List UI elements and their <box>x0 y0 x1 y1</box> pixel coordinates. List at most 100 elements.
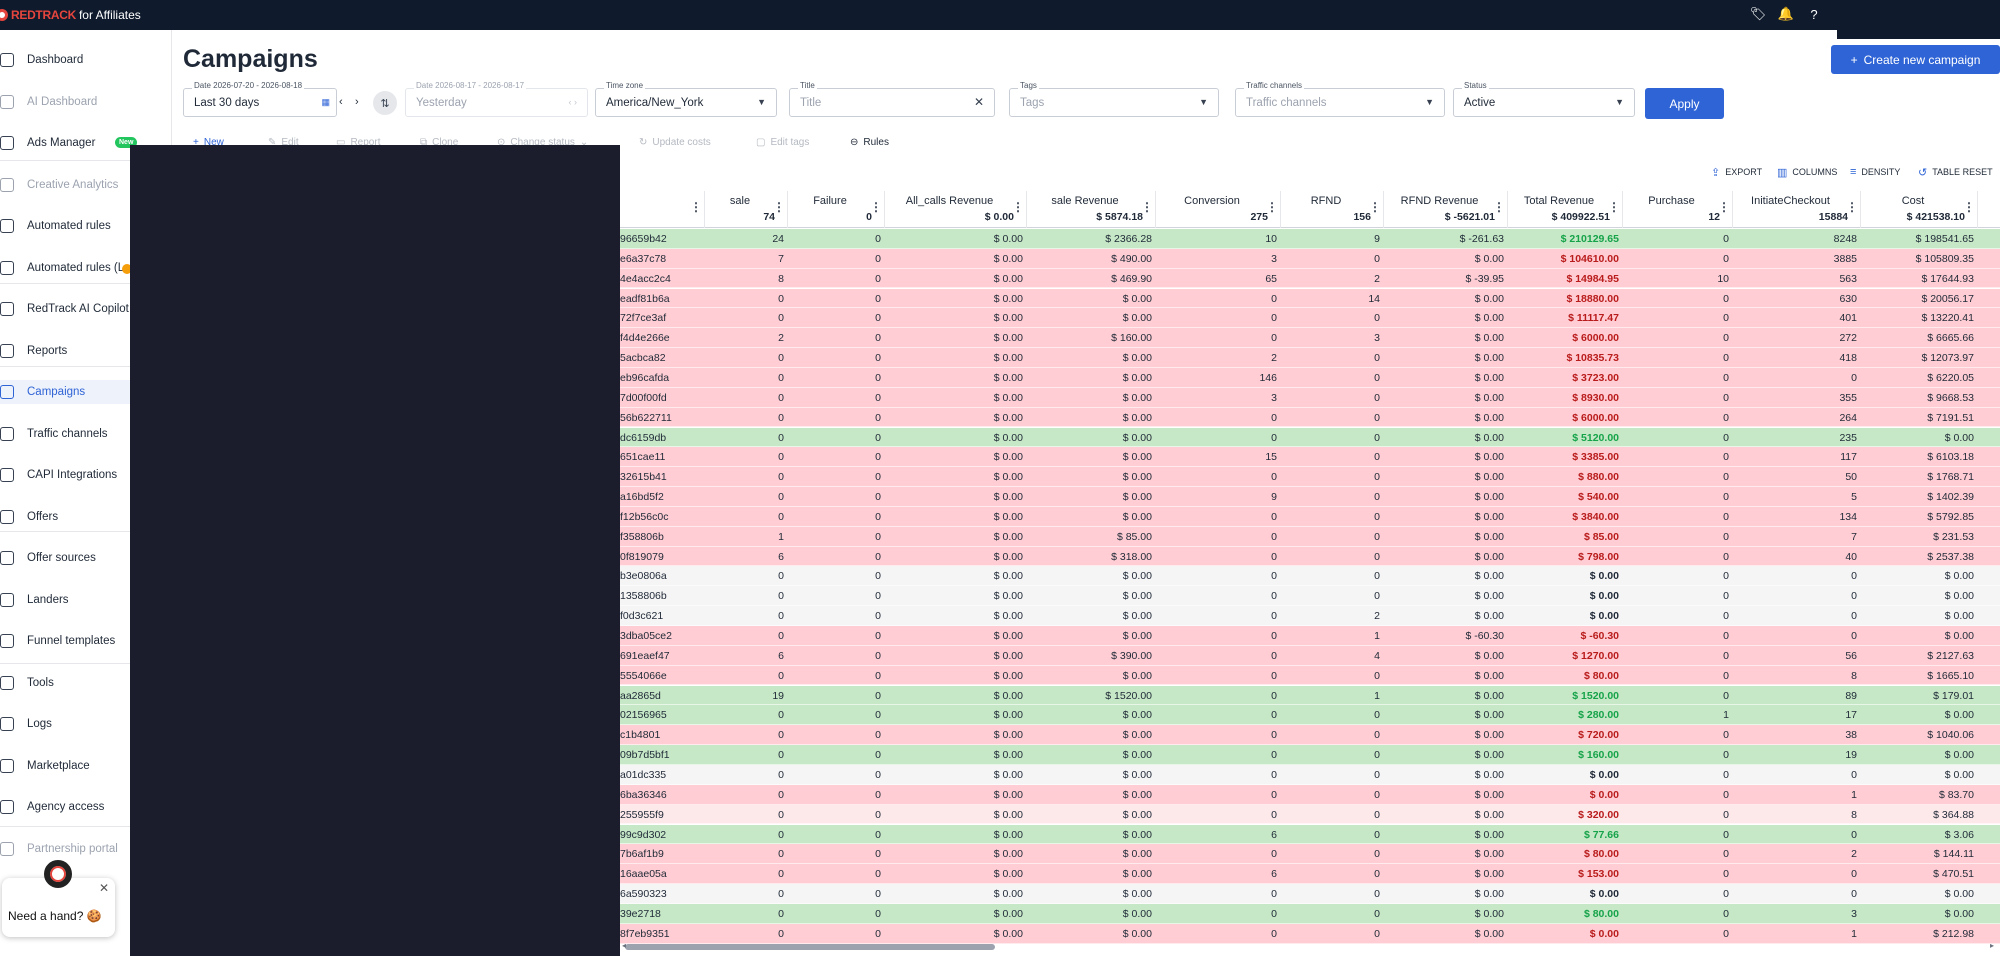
table-row[interactable]: 09b7d5bf1 0 0 $ 0.00 $ 0.00 0 0 $ 0.00 $ 160.00 0… <box>620 745 2000 765</box>
campaign-id-cell[interactable]: 0f819079 <box>620 550 664 563</box>
campaign-id-cell[interactable]: 1358806b <box>620 590 667 603</box>
table-row[interactable]: a01dc335 0 0 $ 0.00 $ 0.00 0 0 $ 0.00 $ 0.00 0 0 $ … <box>620 764 2000 785</box>
scroll-right-icon[interactable]: ▸ <box>1990 941 1995 950</box>
campaign-id-cell[interactable]: 16aae05a <box>620 868 667 881</box>
table-row[interactable]: 96659b42 24 0 $ 0.00 $ 2366.28 10 9 $ -261.63 $ … <box>620 229 2000 249</box>
column-header[interactable]: Purchase 12 ⋮ <box>1623 191 1733 228</box>
column-header[interactable]: Cost $ 421538.10 ⋮ <box>1861 191 1978 228</box>
clear-icon[interactable]: ✕ <box>973 95 984 109</box>
campaign-id-cell[interactable]: b3e0806a <box>620 570 667 583</box>
campaign-id-cell[interactable]: 255955f9 <box>620 808 664 821</box>
table-row[interactable]: 1358806b 0 0 $ 0.00 $ 0.00 0 0 $ 0.00 $ 0.00 0 0 $ … <box>620 586 2000 607</box>
sidebar-item-12[interactable]: Offer sources <box>0 546 172 570</box>
sidebar-item-14[interactable]: Funnel templates <box>0 629 172 653</box>
table-row[interactable]: 6a590323 0 0 $ 0.00 $ 0.00 0 0 $ 0.00 $ 0.00 0 0 $ … <box>620 884 2000 904</box>
status-select[interactable]: Status Active ▼ <box>1453 81 1635 117</box>
sidebar-item-1[interactable]: AI Dashboard <box>0 90 172 114</box>
column-menu-icon[interactable]: ⋮ <box>1012 200 1024 214</box>
column-menu-icon[interactable]: ⋮ <box>1266 200 1278 214</box>
table-row[interactable]: 02156965 0 0 $ 0.00 $ 0.00 0 0 $ 0.00 $ 280.00 1 1… <box>620 705 2000 726</box>
columns-button[interactable]: ▥ COLUMNS <box>1777 165 1837 179</box>
tag-icon[interactable]: 🏷 <box>1749 6 1767 21</box>
date-range-field[interactable]: Date 2026-07-20 - 2026-08-18 Last 30 day… <box>183 81 337 117</box>
sidebar-item-9[interactable]: Traffic channels <box>0 422 172 446</box>
campaign-id-cell[interactable]: eb96cafda <box>620 371 670 384</box>
table-row[interactable]: 72f7ce3af 0 0 $ 0.00 $ 0.00 0 0 $ 0.00 $ 11117.4… <box>620 308 2000 329</box>
next-period-icon[interactable]: › <box>355 96 359 108</box>
sidebar-item-6[interactable]: RedTrack AI Copilot <box>0 297 172 321</box>
table-row[interactable]: f0d3c621 0 0 $ 0.00 $ 0.00 0 2 $ 0.00 $ 0.00 0 0 $ … <box>620 606 2000 626</box>
table-row[interactable]: 4e4acc2c4 8 0 $ 0.00 $ 469.90 65 2 $ -39.95 $ 14… <box>620 268 2000 289</box>
sidebar-item-4[interactable]: Automated rules <box>0 214 172 238</box>
sidebar-item-2[interactable]: Ads Manager <box>0 131 172 155</box>
column-menu-icon[interactable]: ⋮ <box>690 200 702 214</box>
tags-select[interactable]: Tags Tags ▼ <box>1009 81 1219 117</box>
timezone-select[interactable]: Time zone America/New_York ▼ <box>595 81 777 117</box>
sidebar-item-18[interactable]: Agency access <box>0 795 172 819</box>
table-row[interactable]: 7d00f00fd 0 0 $ 0.00 $ 0.00 3 0 $ 0.00 $ 8930.00… <box>620 387 2000 408</box>
scroll-left-icon[interactable]: ◂ <box>622 941 627 950</box>
column-header[interactable]: sale 74 ⋮ <box>705 191 788 228</box>
sidebar-item-19[interactable]: Partnership portal <box>0 837 172 861</box>
table-row[interactable]: 99c9d302 0 0 $ 0.00 $ 0.00 6 0 $ 0.00 $ 77.66 0 0 $… <box>620 824 2000 845</box>
sidebar-item-11[interactable]: Offers <box>0 505 172 529</box>
table-row[interactable]: 39e2718 0 0 $ 0.00 $ 0.00 0 0 $ 0.00 $ 80.00 0 3 $ … <box>620 903 2000 924</box>
table-row[interactable]: a16bd5f2 0 0 $ 0.00 $ 0.00 9 0 $ 0.00 $ 540.00 0 5… <box>620 487 2000 507</box>
column-menu-icon[interactable]: ⋮ <box>1493 200 1505 214</box>
column-header[interactable]: Failure 0 ⋮ <box>788 191 885 228</box>
column-menu-icon[interactable]: ⋮ <box>1369 200 1381 214</box>
campaign-id-cell[interactable]: a01dc335 <box>620 768 667 781</box>
table-row[interactable]: 651cae11 0 0 $ 0.00 $ 0.00 15 0 $ 0.00 $ 3385.00… <box>620 447 2000 468</box>
table-row[interactable]: 7b6af1b9 0 0 $ 0.00 $ 0.00 0 0 $ 0.00 $ 80.00 0 2 $… <box>620 844 2000 865</box>
clone-button[interactable]: ⧉ Clone <box>420 133 458 151</box>
table-row[interactable]: c1b4801 0 0 $ 0.00 $ 0.00 0 0 $ 0.00 $ 720.00 0 38… <box>620 725 2000 746</box>
campaign-id-cell[interactable]: 4e4acc2c4 <box>620 272 671 285</box>
table-row[interactable]: 16aae05a 0 0 $ 0.00 $ 0.00 6 0 $ 0.00 $ 153.00 0 0… <box>620 864 2000 884</box>
campaign-id-cell[interactable]: f12b56c0c <box>620 510 669 523</box>
table-row[interactable]: f4d4e266e 2 0 $ 0.00 $ 160.00 0 3 $ 0.00 $ 6000.… <box>620 328 2000 349</box>
table-row[interactable]: f358806b 1 0 $ 0.00 $ 85.00 0 0 $ 0.00 $ 85.00 0 7… <box>620 526 2000 547</box>
column-header[interactable]: RFND Revenue $ -5621.01 ⋮ <box>1384 191 1508 228</box>
table-row[interactable]: 255955f9 0 0 $ 0.00 $ 0.00 0 0 $ 0.00 $ 320.00 0 8… <box>620 804 2000 825</box>
sidebar-item-5[interactable]: Automated rules (Leg <box>0 256 172 280</box>
sidebar-item-3[interactable]: Creative Analytics <box>0 173 172 197</box>
compare-toggle-icon[interactable]: ⇅ <box>373 91 397 115</box>
table-row[interactable]: 8f7eb9351 0 0 $ 0.00 $ 0.00 0 0 $ 0.00 $ 0.00 0 1 $… <box>620 923 2000 944</box>
campaign-id-cell[interactable]: 5554066e <box>620 669 667 682</box>
bell-icon[interactable]: 🔔 <box>1777 6 1795 21</box>
column-header[interactable]: RFND 156 ⋮ <box>1281 191 1384 228</box>
campaign-id-cell[interactable]: aa2865d <box>620 689 661 702</box>
rules-button[interactable]: ⊖ Rules <box>850 133 889 151</box>
close-icon[interactable]: ✕ <box>98 881 109 895</box>
table-row[interactable]: 32615b41 0 0 $ 0.00 $ 0.00 0 0 $ 0.00 $ 880.00 0 5… <box>620 467 2000 487</box>
table-row[interactable]: b3e0806a 0 0 $ 0.00 $ 0.00 0 0 $ 0.00 $ 0.00 0 0 $ … <box>620 566 2000 587</box>
table-reset-button[interactable]: ↺ TABLE RESET <box>1918 165 1993 179</box>
column-header[interactable]: Conversion 275 ⋮ <box>1156 191 1281 228</box>
campaign-id-cell[interactable]: 6a590323 <box>620 888 667 901</box>
column-menu-icon[interactable]: ⋮ <box>1608 200 1620 214</box>
campaign-id-cell[interactable]: e6a37c78 <box>620 252 667 265</box>
sidebar-item-7[interactable]: Reports <box>0 339 172 363</box>
table-row[interactable]: 691eaef47 6 0 $ 0.00 $ 390.00 0 4 $ 0.00 $ 1270.… <box>620 645 2000 666</box>
campaign-id-cell[interactable]: eadf81b6a <box>620 292 670 305</box>
column-menu-icon[interactable]: ⋮ <box>1718 200 1730 214</box>
help-icon[interactable]: ? <box>1810 6 1818 22</box>
campaign-id-cell[interactable]: 691eaef47 <box>620 649 670 662</box>
change-status-button[interactable]: ⊙ Change status ⌄ <box>497 133 588 151</box>
column-header-id[interactable]: ⋮ <box>620 191 705 228</box>
table-row[interactable]: 3dba05ce2 0 0 $ 0.00 $ 0.00 0 1 $ -60.30 $ -60.3… <box>620 626 2000 646</box>
table-row[interactable]: 5acbca82 0 0 $ 0.00 $ 0.00 2 0 $ 0.00 $ 10835.73… <box>620 348 2000 368</box>
column-header[interactable]: InitiateCheckout 15884 ⋮ <box>1733 191 1861 228</box>
sidebar-item-0[interactable]: Dashboard <box>0 48 172 72</box>
table-row[interactable]: 5554066e 0 0 $ 0.00 $ 0.00 0 0 $ 0.00 $ 80.00 0 8 $… <box>620 665 2000 686</box>
table-row[interactable]: eadf81b6a 0 0 $ 0.00 $ 0.00 0 14 $ 0.00 $ 18880.… <box>620 288 2000 309</box>
calendar-icon[interactable]: ▦ <box>321 97 330 107</box>
column-header[interactable]: sale Revenue $ 5874.18 ⋮ <box>1027 191 1156 228</box>
campaign-id-cell[interactable]: 96659b42 <box>620 233 667 245</box>
table-row[interactable]: 56b622711 0 0 $ 0.00 $ 0.00 0 0 $ 0.00 $ 6000.00… <box>620 407 2000 428</box>
campaign-id-cell[interactable]: f4d4e266e <box>620 332 670 345</box>
help-widget[interactable]: ✕ Need a hand? 🍪 <box>2 860 115 937</box>
campaign-id-cell[interactable]: 8f7eb9351 <box>620 927 670 940</box>
new-button[interactable]: + New <box>193 133 224 151</box>
table-row[interactable]: 6ba36346 0 0 $ 0.00 $ 0.00 0 0 $ 0.00 $ 0.00 0 1 $ … <box>620 784 2000 805</box>
